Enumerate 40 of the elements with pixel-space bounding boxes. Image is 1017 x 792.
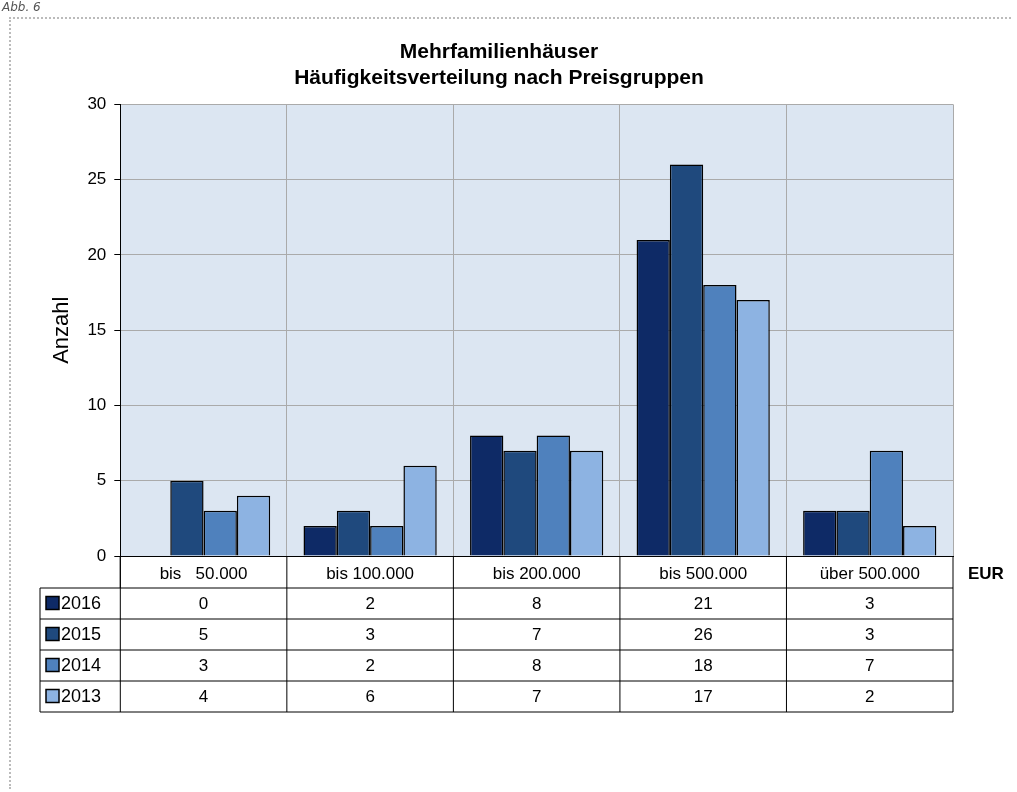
- y-tick-label: 20: [87, 244, 107, 264]
- y-tick-label: 25: [87, 169, 107, 189]
- x-tick-label: über 500.000: [819, 563, 920, 583]
- y-axis-title: Anzahl: [48, 296, 74, 364]
- x-tick-label: bis 200.000: [492, 563, 581, 583]
- legend-label: 2013: [61, 686, 102, 707]
- y-tick-label: 10: [87, 395, 107, 415]
- data-label: 7: [531, 625, 542, 645]
- data-label: 2: [365, 594, 375, 614]
- data-label: 7: [865, 656, 875, 676]
- x-axis-title: EUR: [968, 563, 1004, 583]
- legend-label: 2014: [61, 655, 102, 676]
- data-label: 8: [531, 594, 542, 614]
- data-label: 6: [365, 687, 375, 707]
- data-label: 3: [198, 656, 209, 676]
- legend-label: 2016: [61, 593, 102, 614]
- data-label: 7: [531, 687, 542, 707]
- y-tick-label: 0: [96, 545, 107, 565]
- data-label: 8: [531, 656, 542, 676]
- data-label: 3: [865, 625, 875, 645]
- data-label: 0: [198, 594, 209, 614]
- y-tick-label: 5: [96, 470, 107, 490]
- x-tick-label: bis 50.000: [159, 563, 248, 583]
- y-tick-label: 15: [87, 319, 107, 339]
- y-tick-label: 30: [87, 94, 107, 114]
- x-tick-label: bis 500.000: [659, 563, 748, 583]
- data-label: 2: [865, 687, 875, 707]
- data-label: 21: [693, 594, 713, 614]
- caption: Abb. 6: [2, 0, 41, 14]
- data-label: 5: [198, 625, 209, 645]
- data-label: 4: [198, 687, 209, 707]
- data-label: 17: [693, 687, 713, 707]
- data-label: 3: [365, 625, 375, 645]
- data-label: 2: [365, 656, 375, 676]
- chart-title: Mehrfamilienhäuser Häufigkeitsverteilung nach Preisgruppen: [294, 39, 704, 88]
- data-label: 18: [693, 656, 713, 676]
- x-tick-label: bis 100.000: [326, 563, 415, 583]
- data-label: 3: [865, 594, 875, 614]
- data-label: 26: [693, 625, 713, 645]
- legend-label: 2015: [61, 624, 102, 645]
